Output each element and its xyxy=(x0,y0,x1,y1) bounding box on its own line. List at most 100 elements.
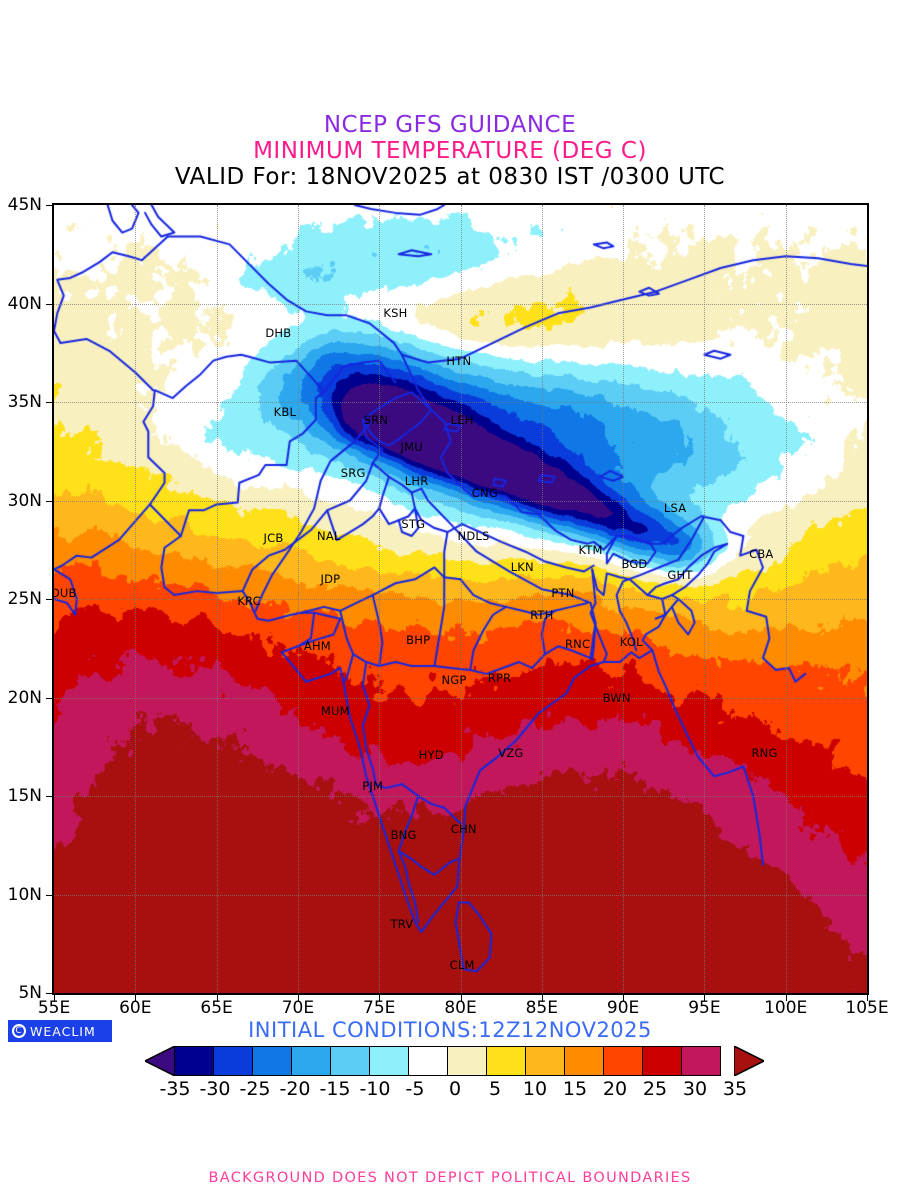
city-label: CLM xyxy=(449,958,475,973)
colorbar-band xyxy=(174,1046,214,1076)
axis-label-longitude: 75E xyxy=(363,998,396,1018)
chart-subtitle: MINIMUM TEMPERATURE (DEG C) xyxy=(253,138,647,164)
axis-label-latitude: 15N xyxy=(7,786,42,806)
city-label: JMU xyxy=(400,440,423,455)
city-label: KSH xyxy=(383,306,408,321)
colorbar-tick-label: -25 xyxy=(239,1078,271,1100)
page-title: NCEP GFS GUIDANCE xyxy=(323,112,577,138)
city-label: KBL xyxy=(273,404,297,419)
city-label: VZG xyxy=(498,745,524,760)
chart-title-block: NCEP GFS GUIDANCE MINIMUM TEMPERATURE (D… xyxy=(0,112,900,190)
city-label: RNG xyxy=(751,745,778,760)
axis-tick-x xyxy=(216,995,218,1001)
city-label: STG xyxy=(401,517,426,532)
axis-label-latitude: 40N xyxy=(7,293,42,314)
colorbar-band xyxy=(252,1046,292,1076)
city-label: KTM xyxy=(578,542,603,557)
axis-label-latitude: 20N xyxy=(7,687,42,708)
axis-tick-x xyxy=(867,995,868,1001)
colorbar-tick-label: -30 xyxy=(199,1078,231,1100)
colorbar-band xyxy=(681,1046,721,1076)
city-label: BHP xyxy=(406,633,431,648)
initial-conditions-label: INITIAL CONDITIONS:12Z12NOV2025 xyxy=(248,1018,652,1042)
colorbar-band xyxy=(408,1046,448,1076)
city-label: NGP xyxy=(441,672,467,687)
colorbar-tick-label: -20 xyxy=(279,1078,311,1100)
colorbar-band xyxy=(330,1046,370,1076)
city-label: LHR xyxy=(404,473,429,488)
axis-label-longitude: 85E xyxy=(525,998,558,1018)
axis-tick-y xyxy=(46,599,52,600)
city-label: LKN xyxy=(510,560,534,575)
colorbar-band xyxy=(447,1046,487,1076)
gridline-horizontal xyxy=(54,599,867,600)
axis-tick-x xyxy=(785,995,787,1001)
city-label: TRV xyxy=(390,917,414,932)
colorbar-cap-high xyxy=(733,1044,766,1078)
colorbar-cap-low xyxy=(143,1044,176,1078)
city-label: BNG xyxy=(390,828,417,843)
axis-label-longitude: 70E xyxy=(281,998,315,1018)
city-label: SRG xyxy=(340,465,366,480)
axis-label-latitude: 10N xyxy=(7,884,42,905)
colorbar-bands xyxy=(174,1046,735,1076)
city-label: CBA xyxy=(749,546,774,561)
axis-label-latitude: 25N xyxy=(7,589,42,609)
copyright-icon: C xyxy=(12,1024,26,1038)
axis-label-latitude: 5N xyxy=(18,983,42,1003)
colorbar-tick-label: -5 xyxy=(405,1078,425,1100)
axis-tick-y xyxy=(46,303,52,305)
axis-tick-x xyxy=(379,995,381,1001)
colorbar-band xyxy=(486,1046,526,1076)
axis-label-latitude: 45N xyxy=(7,195,42,215)
gridline-horizontal xyxy=(54,303,867,305)
city-label: CNG xyxy=(471,485,498,500)
axis-tick-y xyxy=(46,993,52,994)
city-label: GHT xyxy=(667,568,693,583)
city-label: PTN xyxy=(551,586,575,601)
city-label: RNC xyxy=(564,637,591,652)
colorbar-band xyxy=(291,1046,331,1076)
axis-label-longitude: 60E xyxy=(119,998,152,1018)
colorbar-band xyxy=(603,1046,643,1076)
city-label: BGD xyxy=(621,556,648,571)
gridline-horizontal xyxy=(54,697,867,699)
gridline-horizontal xyxy=(54,500,867,502)
axis-label-longitude: 65E xyxy=(200,998,233,1018)
axis-label-longitude: 55E xyxy=(37,998,71,1018)
city-label: JCB xyxy=(263,530,284,545)
city-label: DHB xyxy=(265,326,292,341)
colorbar-band xyxy=(213,1046,253,1076)
colorbar-band xyxy=(369,1046,409,1076)
colorbar-band xyxy=(642,1046,682,1076)
valid-time-label: VALID For: 18NOV2025 at 0830 IST /0300 U… xyxy=(174,164,726,190)
axis-tick-x xyxy=(541,995,543,1001)
city-label: MUM xyxy=(320,704,350,719)
colorbar-tick-label: 10 xyxy=(522,1078,548,1100)
axis-tick-y xyxy=(46,697,52,699)
axis-tick-y xyxy=(46,894,52,896)
colorbar-tick-label: 35 xyxy=(722,1078,748,1100)
axis-label-longitude: 95E xyxy=(688,998,721,1018)
gridline-horizontal xyxy=(54,402,867,403)
gridline-horizontal xyxy=(54,796,867,797)
axis-label-longitude: 100E xyxy=(764,998,808,1018)
city-label: RPR xyxy=(487,670,512,685)
axis-tick-y xyxy=(46,796,52,797)
temperature-map-plot: DUB KRC KBL DHB KSH HTN SRN LEH JMU SRG LHR CNG STG J… xyxy=(52,203,869,995)
colorbar-tick-label: 5 xyxy=(488,1078,502,1100)
axis-label-longitude: 105E xyxy=(845,998,889,1018)
city-label: NAL xyxy=(317,528,341,543)
weaclim-logo: C WEACLIM xyxy=(8,1020,112,1042)
axis-label-longitude: 80E xyxy=(444,998,477,1018)
colorbar-tick-label: 15 xyxy=(562,1078,588,1100)
gridline-horizontal xyxy=(54,894,867,896)
colorbar: -35 -30 -25 -20 -15 -10 -5 0 5 10 15 20 25 30 35 xyxy=(0,1044,900,1106)
city-label: HTN xyxy=(446,353,472,368)
colorbar-tick-label: -10 xyxy=(359,1078,391,1100)
colorbar-band xyxy=(525,1046,565,1076)
colorbar-tick-label: 30 xyxy=(682,1078,708,1100)
city-label: LSA xyxy=(663,501,687,516)
axis-tick-x xyxy=(623,995,625,1001)
colorbar-tick-label: 20 xyxy=(602,1078,628,1100)
